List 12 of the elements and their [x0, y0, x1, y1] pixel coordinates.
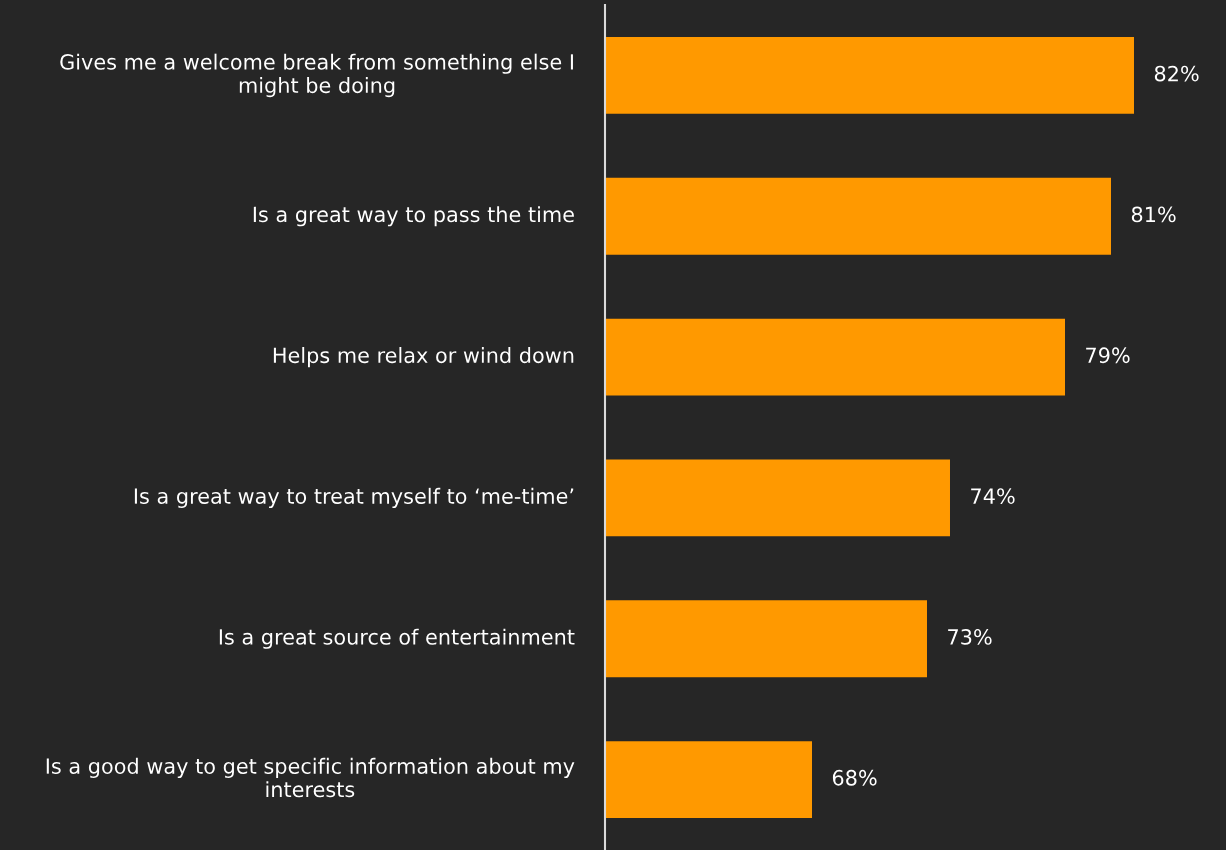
y-tick-label: Gives me a welcome break from something else I might be doing — [60, 53, 573, 98]
y-tick-label: Helps me relax or wind down — [273, 347, 574, 368]
data-label: 73% — [948, 629, 992, 645]
data-label: 79% — [1086, 347, 1130, 364]
data-label: 74% — [971, 488, 1015, 504]
y-tick-label: Is a great way to pass the time — [253, 206, 574, 227]
y-tick-label: Is a good way to get specific information about my interests — [46, 757, 575, 798]
y-tick-label: Is a great source of entertainment — [219, 628, 575, 649]
data-label: 82% — [1154, 65, 1199, 82]
y-tick-label: Is a great way to treat myself to ‘me-time’ — [134, 487, 574, 508]
data-label: 81% — [1131, 206, 1176, 223]
data-label: 68% — [832, 769, 877, 786]
